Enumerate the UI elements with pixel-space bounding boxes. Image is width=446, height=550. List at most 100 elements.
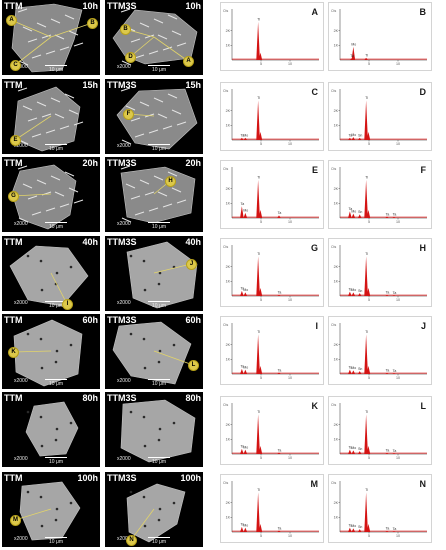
y-tick-label: 1K — [226, 358, 231, 362]
y-unit-label: Cts — [331, 323, 337, 327]
spectrum-peak — [348, 369, 352, 374]
scale-bar — [148, 537, 170, 538]
spectrum-peak — [357, 451, 362, 454]
micrograph-image — [2, 472, 100, 547]
analysis-point-marker: A — [183, 56, 194, 67]
eds-spectrum-K: Cts 1K 2K 5 10 Ta Mo Ti Ta K — [220, 396, 324, 465]
y-tick-label: 1K — [226, 44, 231, 48]
spectrum-letter: A — [311, 7, 319, 17]
x-tick-label: 5 — [368, 220, 370, 224]
analysis-point-marker: G — [8, 191, 19, 202]
x-tick-label: 10 — [396, 376, 400, 380]
spectrum-peak — [240, 368, 244, 374]
spectrum-peak — [351, 370, 356, 374]
time-label: 15h — [185, 80, 201, 90]
time-label: 40h — [185, 237, 201, 247]
peak-label: Ti — [365, 410, 368, 414]
spectrum-peak — [366, 365, 371, 374]
time-label: 100h — [180, 473, 201, 483]
peak-label: Mo — [351, 288, 356, 292]
time-label: 40h — [82, 237, 98, 247]
sample-label: TTM3S — [107, 315, 137, 325]
y-tick-label: 2K — [334, 501, 339, 505]
micrograph-image — [105, 472, 203, 547]
peak-label: Ta — [349, 287, 353, 291]
spectrum-peak — [256, 179, 260, 218]
background-continuum — [340, 452, 427, 454]
peak-label: Ta — [241, 202, 245, 206]
peak-label: Ti — [257, 18, 260, 22]
spectrum-letter: I — [315, 321, 318, 331]
spectrum-peak — [357, 371, 362, 374]
y-unit-label: Cts — [331, 9, 337, 13]
y-tick-label: 2K — [226, 343, 231, 347]
spectrum-peak — [258, 445, 263, 454]
y-tick-label: 1K — [226, 202, 231, 206]
spectrum-peak — [243, 292, 248, 296]
peak-label: Ta — [393, 291, 397, 295]
spectrum-peak — [277, 215, 281, 218]
time-label: 15h — [82, 80, 98, 90]
y-unit-label: Cts — [223, 9, 229, 13]
peak-label: Ta — [278, 526, 282, 530]
spectrum-peak — [364, 334, 368, 374]
spectrum-peak — [258, 365, 263, 374]
spectrum-peak — [258, 287, 263, 296]
scale-label: 10 μm — [49, 224, 63, 230]
spectrum-peak — [385, 452, 389, 454]
sem-panel-ttm3s-80h: TTM3S 80h x2000 10 μm — [105, 392, 203, 467]
spectrum-peak — [240, 448, 244, 454]
x-tick-label: 10 — [288, 456, 292, 460]
background-continuum — [232, 372, 319, 374]
scale-label: 10 μm — [152, 146, 166, 152]
peak-label: Ta — [393, 527, 397, 531]
time-label: 80h — [185, 393, 201, 403]
y-tick-label: 2K — [226, 109, 231, 113]
scale-bar — [148, 65, 170, 66]
micrograph-image — [105, 392, 203, 467]
spectrum-peak — [357, 137, 362, 140]
background-continuum — [232, 452, 319, 454]
scale-bar — [45, 222, 67, 223]
peak-label: Ta — [386, 212, 390, 216]
spectrum-peak — [351, 137, 356, 140]
peak-label: Ta — [241, 287, 245, 291]
peak-label: Ta — [349, 134, 353, 138]
magnification-label: x2000 — [14, 378, 28, 384]
magnification-label: x2000 — [117, 143, 131, 149]
spectrum-letter: K — [311, 401, 319, 411]
micrograph-image — [105, 157, 203, 232]
background-continuum — [232, 58, 319, 60]
background-continuum — [340, 138, 427, 140]
sample-label: TTM — [4, 158, 23, 168]
spectrum-peak — [277, 452, 281, 454]
y-tick-label: 2K — [334, 29, 339, 33]
magnification-label: x2000 — [14, 536, 28, 542]
scale-bar — [45, 144, 67, 145]
y-tick-label: 2K — [226, 501, 231, 505]
analysis-point-marker: N — [126, 535, 137, 546]
spectrum-peak — [364, 414, 368, 454]
y-tick-label: 2K — [334, 187, 339, 191]
x-tick-label: 5 — [368, 142, 370, 146]
spectrum-letter: M — [310, 479, 319, 489]
analysis-point-marker: J — [186, 259, 197, 270]
spectrum-peak — [277, 372, 281, 374]
magnification-label: x2000 — [14, 221, 28, 227]
spectrum-peak — [243, 369, 248, 374]
spectrum-peak — [364, 57, 368, 60]
x-tick-label: 5 — [260, 534, 262, 538]
analysis-point-marker: I — [62, 299, 73, 310]
x-tick-label: 5 — [260, 142, 262, 146]
peak-label: Ti — [365, 176, 368, 180]
spectrum-peak — [392, 373, 396, 374]
peak-label: Mo — [351, 446, 356, 450]
x-tick-label: 10 — [396, 62, 400, 66]
x-tick-label: 5 — [260, 62, 262, 66]
spectrum-peak — [351, 292, 356, 296]
spectrum-peak — [256, 414, 260, 454]
